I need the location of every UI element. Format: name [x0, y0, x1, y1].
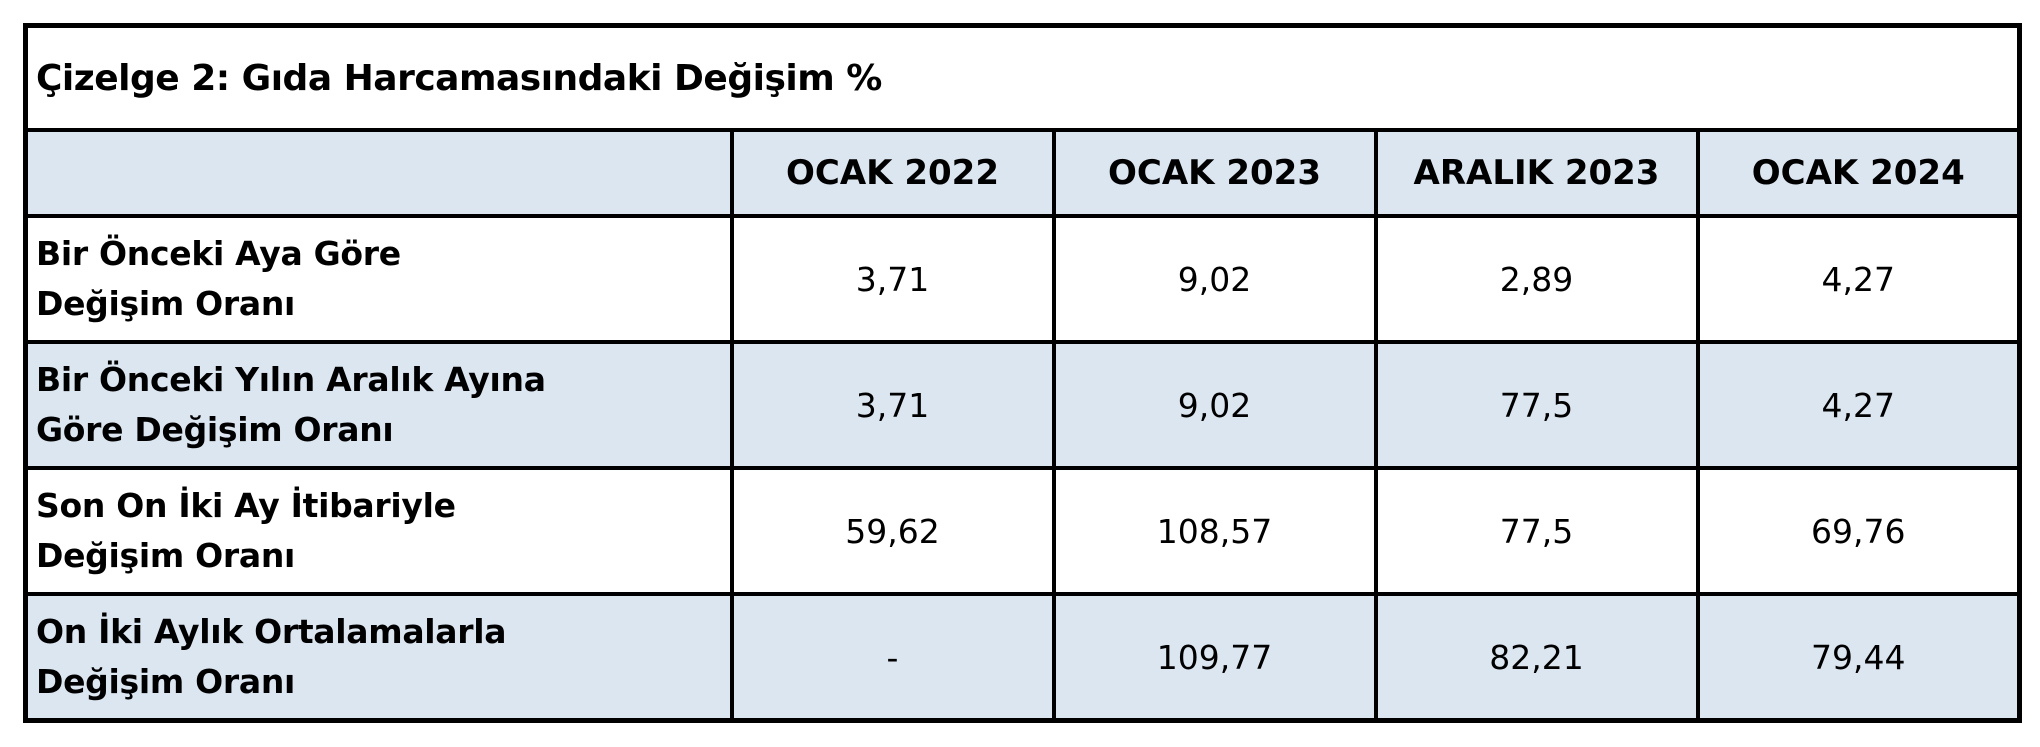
value-cell: 9,02 [1051, 214, 1378, 344]
column-header: ARALIK 2023 [1373, 128, 1700, 218]
data-row: Son On İki Ay İtibariyle Değişim Oranı 59,… [23, 466, 2022, 596]
data-table: Çizelge 2: Gıda Harcamasındaki Değişim %… [23, 23, 2022, 723]
value-cell: 3,71 [729, 214, 1056, 344]
value-cell: 59,62 [729, 466, 1056, 596]
data-row: Bir Önceki Aya Göre Değişim Oranı 3,71 9,02… [23, 214, 2022, 344]
value-cell: 82,21 [1373, 592, 1700, 723]
value-cell: 77,5 [1373, 340, 1700, 470]
header-empty-cell [23, 128, 734, 218]
row-label-line: Son On İki Ay İtibariyle [36, 486, 456, 525]
row-label-line: Bir Önceki Aya Göre [36, 234, 401, 273]
column-header: OCAK 2022 [729, 128, 1056, 218]
row-label-line: On İki Aylık Ortalamalarla [36, 612, 507, 651]
title-row: Çizelge 2: Gıda Harcamasındaki Değişim % [23, 23, 2022, 132]
table-body: Çizelge 2: Gıda Harcamasındaki Değişim %… [23, 23, 2022, 723]
value-cell: 77,5 [1373, 466, 1700, 596]
row-label-line: Değişim Oranı [36, 284, 296, 323]
data-row: Bir Önceki Yılın Aralık Ayına Göre Değişi… [23, 340, 2022, 470]
table-title: Çizelge 2: Gıda Harcamasındaki Değişim % [23, 23, 2022, 132]
row-label-line: Göre Değişim Oranı [36, 410, 394, 449]
value-cell: 4,27 [1695, 340, 2022, 470]
value-cell: 3,71 [729, 340, 1056, 470]
column-header: OCAK 2023 [1051, 128, 1378, 218]
data-row: On İki Aylık Ortalamalarla Değişim Oranı -… [23, 592, 2022, 723]
value-cell: 2,89 [1373, 214, 1700, 344]
row-label: On İki Aylık Ortalamalarla Değişim Oranı [23, 592, 734, 723]
value-cell: 109,77 [1051, 592, 1378, 723]
row-label-line: Değişim Oranı [36, 662, 296, 701]
value-cell: - [729, 592, 1056, 723]
row-label-line: Bir Önceki Yılın Aralık Ayına [36, 360, 546, 399]
row-label: Son On İki Ay İtibariyle Değişim Oranı [23, 466, 734, 596]
value-cell: 79,44 [1695, 592, 2022, 723]
value-cell: 108,57 [1051, 466, 1378, 596]
value-cell: 69,76 [1695, 466, 2022, 596]
value-cell: 4,27 [1695, 214, 2022, 344]
header-row: OCAK 2022 OCAK 2023 ARALIK 2023 OCAK 2024 [23, 128, 2022, 218]
value-cell: 9,02 [1051, 340, 1378, 470]
row-label: Bir Önceki Yılın Aralık Ayına Göre Değişi… [23, 340, 734, 470]
column-header: OCAK 2024 [1695, 128, 2022, 218]
row-label-line: Değişim Oranı [36, 536, 296, 575]
row-label: Bir Önceki Aya Göre Değişim Oranı [23, 214, 734, 344]
